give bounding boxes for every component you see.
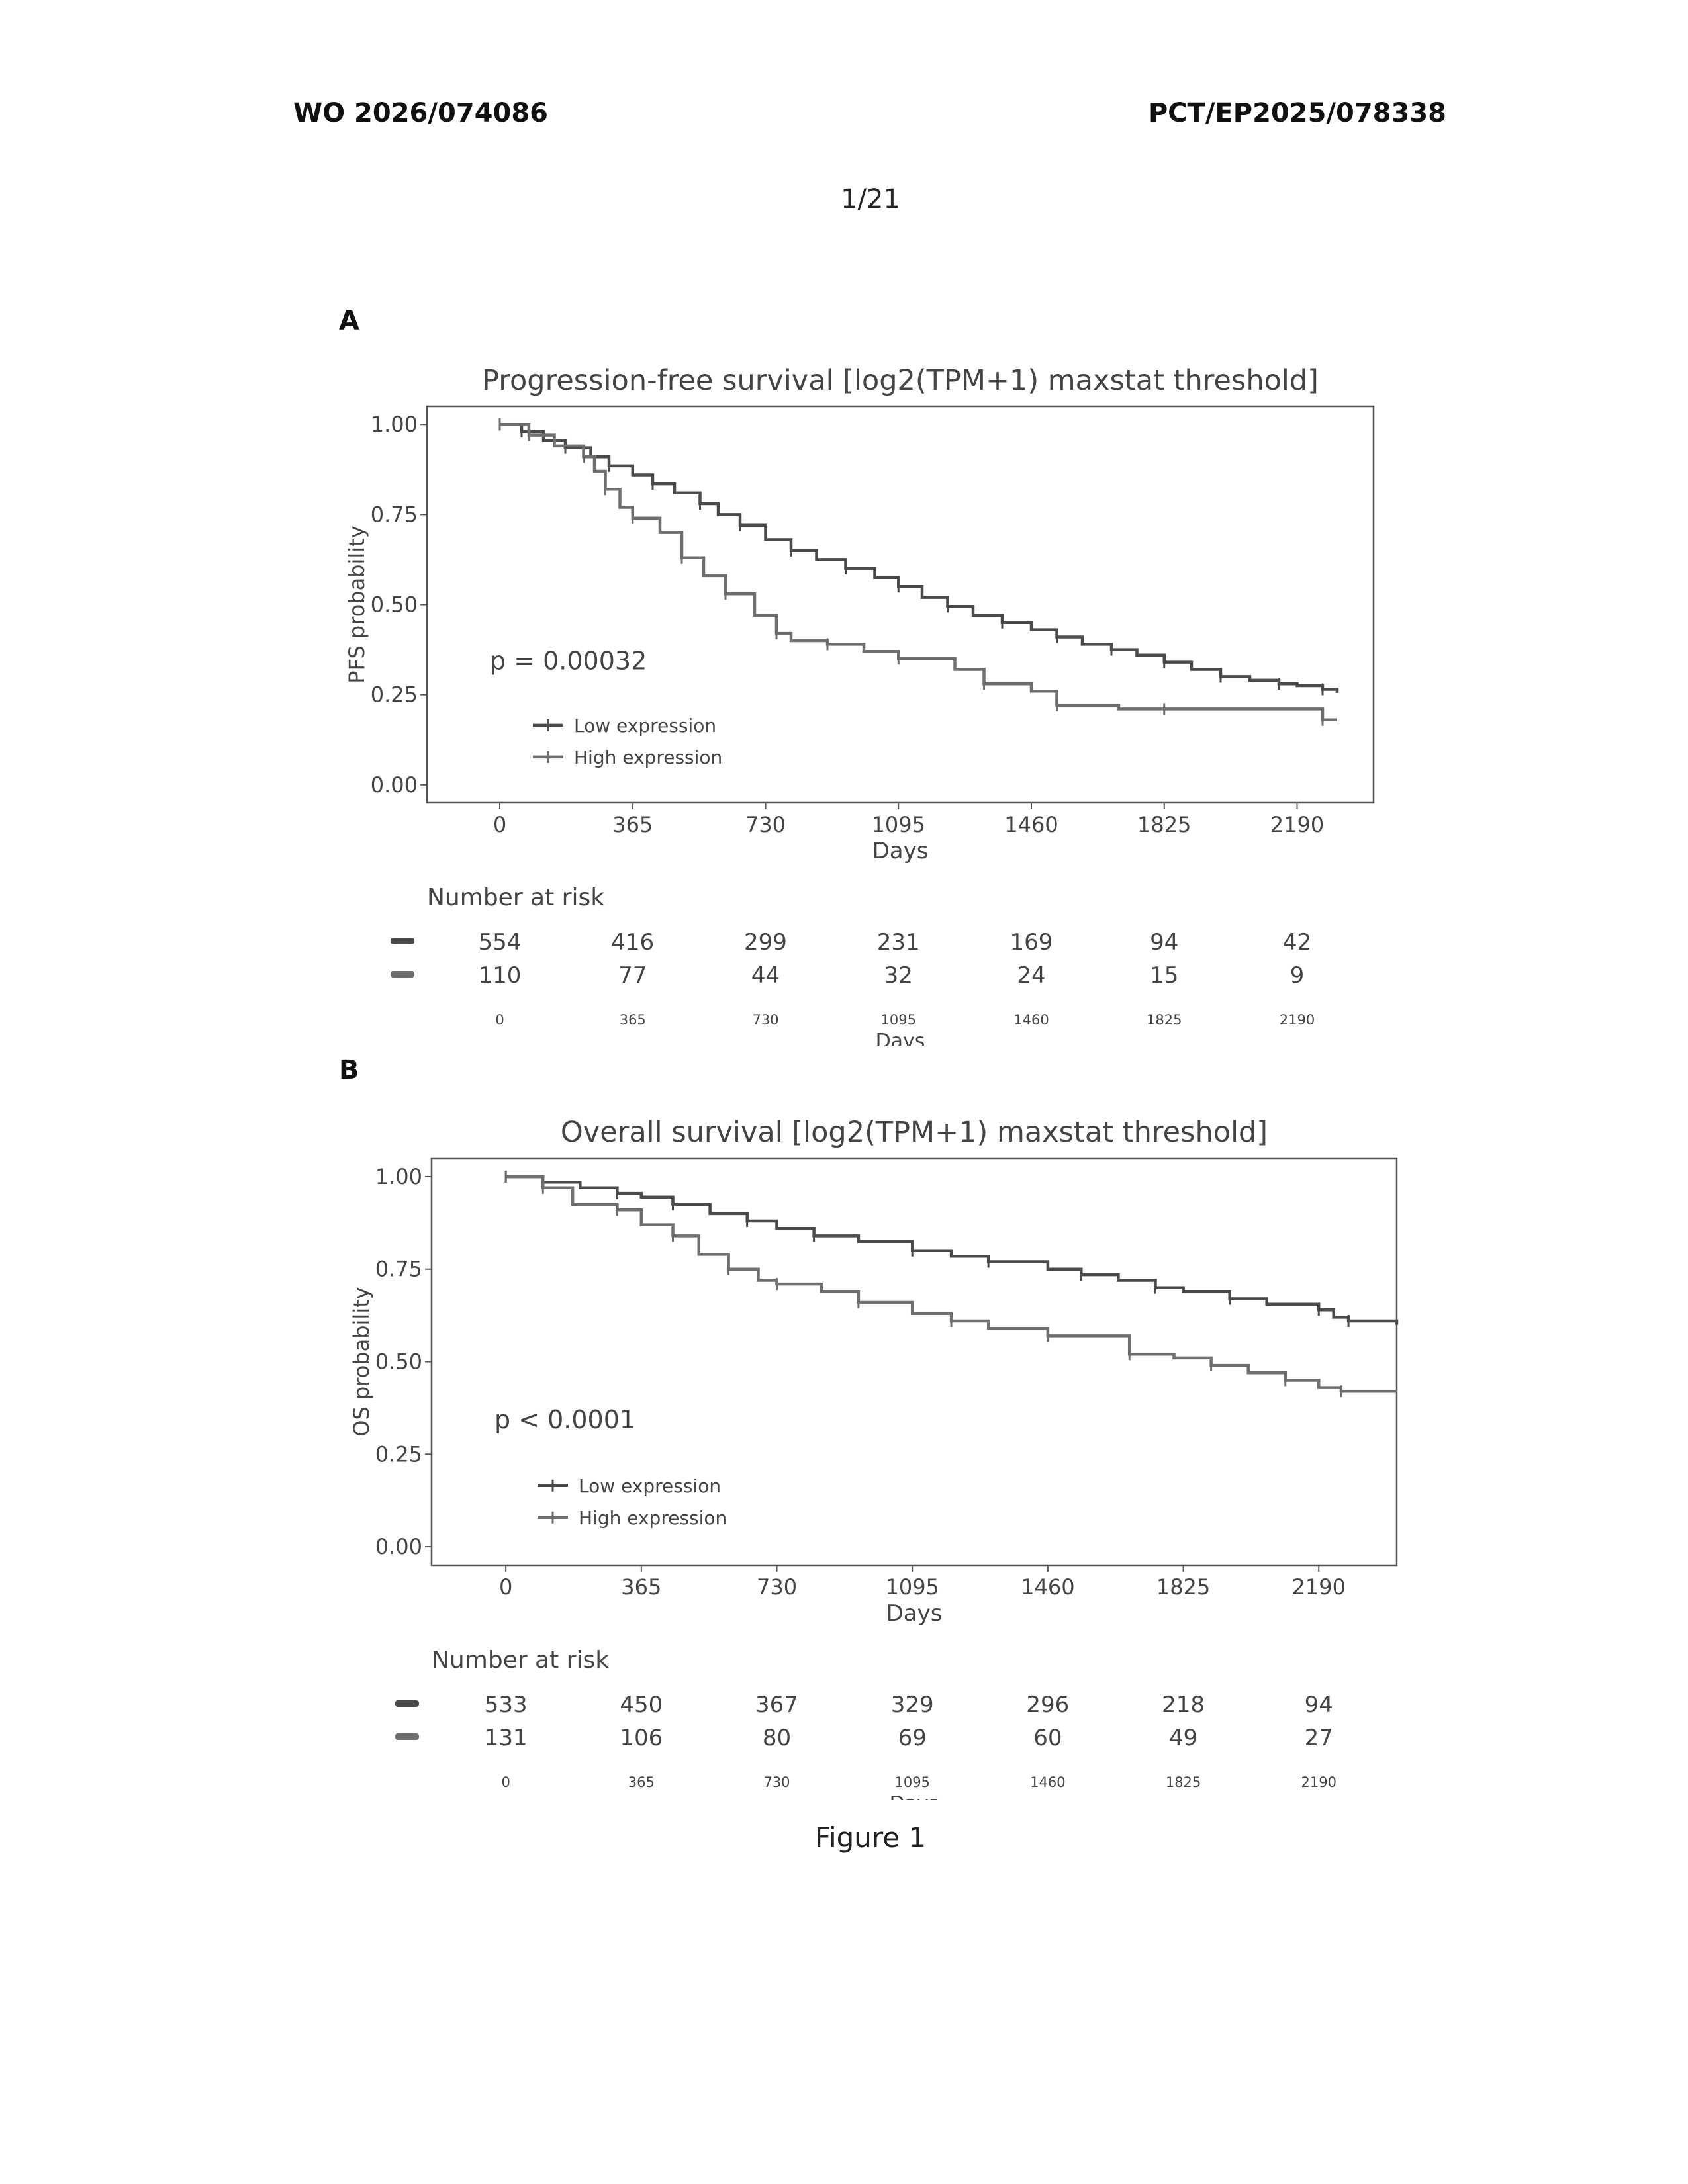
risk-x-axis-label: Days — [890, 1792, 939, 1800]
risk-time-label: 730 — [763, 1774, 790, 1790]
y-tick-label: 1.00 — [375, 1164, 422, 1189]
risk-count: 42 — [1283, 929, 1311, 956]
x-tick-label: 0 — [499, 1574, 512, 1600]
pfs-kaplan-meier-chart: Progression-free survival [log2(TPM+1) m… — [0, 344, 1688, 1046]
figure-caption: Figure 1 — [0, 1821, 1688, 1854]
risk-count: 450 — [620, 1692, 663, 1718]
risk-time-label: 1095 — [881, 1012, 916, 1028]
risk-count: 15 — [1150, 962, 1178, 989]
risk-row-swatch — [391, 938, 414, 944]
risk-count: 329 — [891, 1692, 934, 1718]
legend-label: High expression — [574, 747, 722, 768]
risk-count: 9 — [1290, 962, 1305, 989]
risk-count: 416 — [611, 929, 654, 956]
risk-count: 69 — [898, 1725, 927, 1751]
x-tick-label: 1825 — [1156, 1574, 1210, 1600]
risk-count: 231 — [877, 929, 920, 956]
x-tick-label: 0 — [493, 812, 506, 837]
risk-count: 24 — [1017, 962, 1045, 989]
y-tick-label: 0.75 — [371, 502, 418, 527]
y-tick-label: 0.25 — [371, 682, 418, 707]
chart-title: Overall survival [log2(TPM+1) maxstat th… — [561, 1116, 1268, 1149]
y-tick-label: 0.50 — [371, 592, 418, 617]
risk-count: 169 — [1010, 929, 1053, 956]
application-number: PCT/EP2025/078338 — [1149, 98, 1446, 128]
risk-count: 110 — [479, 962, 522, 989]
risk-count: 44 — [751, 962, 780, 989]
risk-count: 367 — [755, 1692, 798, 1718]
legend-label: Low expression — [579, 1475, 721, 1497]
risk-time-label: 1825 — [1147, 1012, 1182, 1028]
p-value: p < 0.0001 — [494, 1405, 635, 1434]
risk-count: 60 — [1033, 1725, 1062, 1751]
x-tick-label: 730 — [745, 812, 786, 837]
risk-time-label: 0 — [495, 1012, 504, 1028]
panel-letter-b: B — [339, 1055, 359, 1085]
risk-time-label: 1825 — [1166, 1774, 1201, 1790]
risk-count: 554 — [479, 929, 522, 956]
risk-count: 94 — [1305, 1692, 1333, 1718]
y-tick-label: 0.25 — [375, 1441, 422, 1467]
risk-row-swatch — [395, 1700, 419, 1707]
legend-label: High expression — [579, 1507, 727, 1529]
x-tick-label: 1460 — [1004, 812, 1058, 837]
risk-x-axis-label: Days — [876, 1030, 925, 1046]
y-axis-label: OS probability — [349, 1287, 374, 1436]
risk-time-label: 1460 — [1030, 1774, 1065, 1790]
risk-time-label: 365 — [620, 1012, 646, 1028]
risk-time-label: 365 — [628, 1774, 655, 1790]
x-tick-label: 365 — [621, 1574, 661, 1600]
x-tick-label: 2190 — [1292, 1574, 1346, 1600]
x-axis-label: Days — [872, 838, 929, 864]
y-tick-label: 1.00 — [371, 412, 418, 437]
risk-row-swatch — [391, 971, 414, 978]
x-tick-label: 2190 — [1270, 812, 1324, 837]
y-axis-label: PFS probability — [344, 525, 369, 683]
risk-count: 49 — [1169, 1725, 1197, 1751]
risk-time-label: 2190 — [1280, 1012, 1315, 1028]
page-number: 1/21 — [0, 184, 1688, 214]
p-value: p = 0.00032 — [490, 647, 647, 676]
risk-table-title: Number at risk — [427, 884, 604, 911]
risk-time-label: 2190 — [1301, 1774, 1336, 1790]
x-tick-label: 1095 — [885, 1574, 939, 1600]
risk-time-label: 730 — [752, 1012, 778, 1028]
panel-letter-a: A — [339, 306, 359, 336]
risk-time-label: 0 — [501, 1774, 510, 1790]
publication-number: WO 2026/074086 — [293, 98, 548, 128]
y-tick-label: 0.50 — [375, 1349, 422, 1375]
x-tick-label: 1460 — [1021, 1574, 1074, 1600]
y-tick-label: 0.00 — [371, 772, 418, 797]
legend-label: Low expression — [574, 715, 716, 737]
risk-count: 533 — [485, 1692, 528, 1718]
risk-time-label: 1460 — [1013, 1012, 1049, 1028]
plot-frame — [432, 1158, 1397, 1565]
y-tick-label: 0.75 — [375, 1257, 422, 1282]
risk-table-title: Number at risk — [432, 1647, 609, 1674]
risk-count: 27 — [1305, 1725, 1333, 1751]
y-tick-label: 0.00 — [375, 1534, 422, 1559]
risk-count: 77 — [618, 962, 647, 989]
x-tick-label: 730 — [757, 1574, 797, 1600]
x-axis-label: Days — [886, 1600, 943, 1627]
risk-count: 106 — [620, 1725, 663, 1751]
risk-count: 296 — [1026, 1692, 1069, 1718]
risk-time-label: 1095 — [894, 1774, 929, 1790]
risk-count: 299 — [744, 929, 787, 956]
plot-frame — [427, 406, 1374, 803]
x-tick-label: 1095 — [872, 812, 925, 837]
os-kaplan-meier-chart: Overall survival [log2(TPM+1) maxstat th… — [0, 1099, 1688, 1800]
risk-count: 218 — [1162, 1692, 1205, 1718]
risk-count: 131 — [485, 1725, 528, 1751]
chart-title: Progression-free survival [log2(TPM+1) m… — [482, 364, 1319, 397]
risk-count: 94 — [1150, 929, 1178, 956]
risk-count: 80 — [763, 1725, 791, 1751]
x-tick-label: 365 — [612, 812, 653, 837]
risk-row-swatch — [395, 1733, 419, 1740]
risk-count: 32 — [884, 962, 913, 989]
x-tick-label: 1825 — [1137, 812, 1191, 837]
